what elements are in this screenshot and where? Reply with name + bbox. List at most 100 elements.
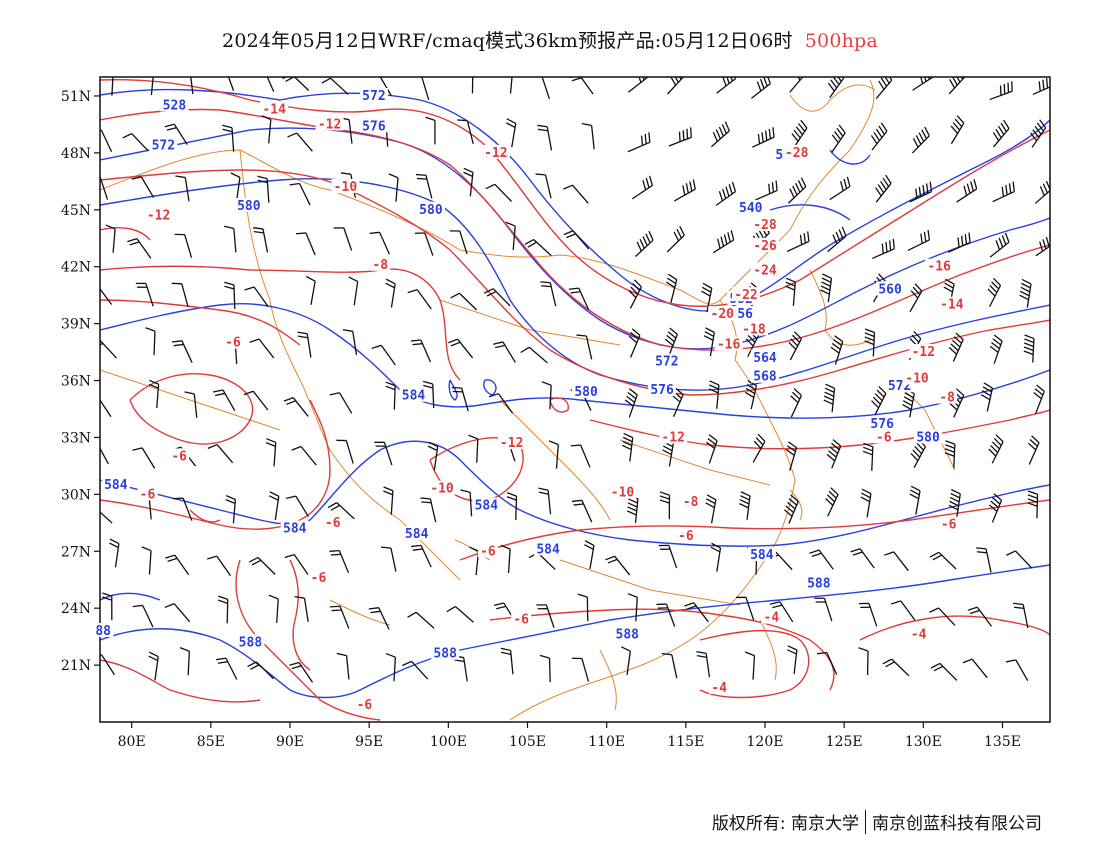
height-contour-label-bg [804,575,833,590]
temp-contour-label-bg [782,144,811,159]
wind-barb [962,658,988,679]
wind-barb [827,77,845,99]
wind-barb [284,554,309,575]
wind-barb [230,172,241,202]
wind-barb [179,647,191,676]
wind-barb [563,230,590,250]
wind-barb [111,77,114,96]
temp-contour-label-bg [659,429,688,444]
height-contour-label-bg [234,198,263,212]
temp-contour-label: -26 [753,239,777,254]
wind-barb [420,497,437,523]
height-contour-label-bg [101,476,130,491]
wind-barb [624,388,638,418]
wind-barb [493,341,516,363]
wind-barb [948,332,964,362]
wind-barb [628,279,643,309]
wind-barb [967,606,993,627]
temp-contour-label-bg [873,429,894,444]
wind-barb [712,230,735,254]
wind-barb [500,647,514,675]
wind-barb [283,397,309,417]
temp-contour-label: -16 [717,337,741,352]
temp-contour-label: -12 [147,208,170,223]
wind-barb [268,594,279,623]
wind-barb [930,662,958,681]
wind-barb [165,554,190,576]
height-contour-label: 584 [405,527,429,542]
temp-contour-label-bg [903,370,931,385]
wind-barb [218,595,229,624]
wind-barb [295,232,316,256]
lon-tick-label: 125E [826,734,863,750]
wind-barb [635,230,654,257]
height-contour-label: 588 [807,577,831,592]
wind-barb [414,232,434,256]
wind-barb [164,123,188,145]
temp-contour-label-bg [937,296,966,311]
lat-tick-label: 51N [61,89,91,105]
wind-barb [485,183,513,202]
temp-contour-label-bg [680,493,701,508]
wind-barb [369,231,391,255]
wind-barb [816,652,838,675]
wind-barb [674,179,696,202]
temp-contour-label-bg [511,611,532,626]
wind-barb [956,179,978,203]
wind-barb [291,445,317,466]
temp-contour-label: -4 [911,628,927,643]
wind-barb [425,116,436,145]
temp-contour-label-bg [223,334,243,349]
wind-barb [407,611,435,629]
height-contour-label: 580 [237,199,261,214]
wind-barb [909,485,921,515]
wind-barb [100,340,117,359]
temp-contour-label-bg [708,306,737,321]
temp-contour-label-bg [751,237,779,252]
wind-barb [907,229,931,252]
wind-barb [244,286,269,307]
wind-barb [827,226,847,253]
height-contour-label: 576 [870,417,894,432]
temp-contour-label: -6 [357,698,373,713]
wind-barb [537,124,553,151]
lon-tick-label: 95E [355,734,383,750]
wind-barb [976,547,992,573]
height-contour-label-bg [534,541,563,556]
height-contour-label-bg [648,382,677,397]
wind-barb [524,238,552,257]
wind-barb [666,77,685,95]
wind-barb [871,386,887,416]
wind-barb [540,281,557,307]
temp-contour-label: -14 [262,102,286,117]
wind-barb [100,287,113,305]
wind-barb [632,175,653,200]
wind-barb [989,232,1010,258]
title-main: 2024年05月12日WRF/cmaq模式36km预报产品:05月12日06时 [222,30,793,52]
height-contour-label: 572 [152,138,175,153]
wind-barb [294,595,309,622]
height-contour-label-bg [751,349,779,364]
wind-barb [148,651,159,681]
height-contour-label-bg [149,137,178,152]
wind-barb [548,440,559,469]
wind-barb [563,184,589,204]
wind-barb [988,434,1004,464]
height-contour-label: 560 [878,282,902,297]
wind-barb [814,597,833,622]
wind-barb [668,127,692,147]
lat-tick-label: 39N [61,317,91,333]
temp-contour-label: -22 [734,288,757,303]
wind-barb [735,596,755,621]
wind-barb [875,174,892,203]
height-contour-label: 584 [536,542,560,557]
wind-barb [1023,334,1035,363]
wind-barb [289,661,314,683]
wind-barb [884,551,909,572]
height-contour-label: 540 [739,201,763,216]
wind-barb [825,487,839,517]
wind-barb [788,331,802,361]
wind-barb [912,77,934,91]
wind-barb [483,288,511,307]
wind-barb [541,77,551,100]
